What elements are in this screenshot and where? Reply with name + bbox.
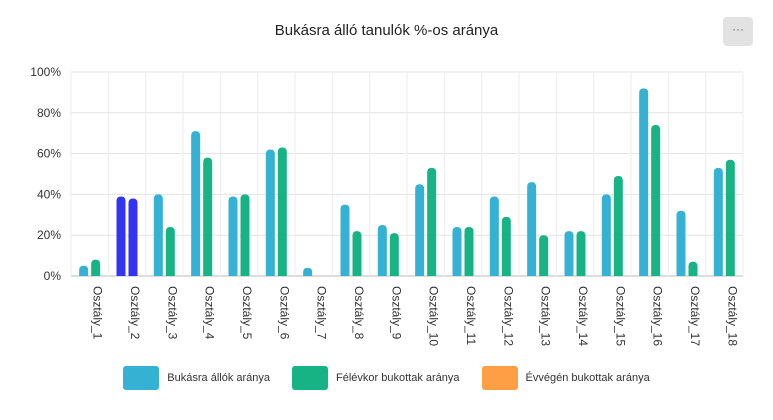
- bar: [651, 125, 661, 276]
- bar: [240, 194, 250, 276]
- bar: [116, 196, 126, 276]
- x-tick-label: Osztály_2: [128, 286, 142, 340]
- bar: [228, 196, 238, 276]
- bar: [452, 227, 462, 276]
- x-tick-label: Osztály_17: [688, 286, 702, 346]
- x-tick-label: Osztály_16: [651, 286, 665, 346]
- bar: [165, 227, 175, 276]
- bar: [539, 235, 549, 276]
- legend-item[interactable]: Bukásra állók aránya: [123, 366, 270, 390]
- bar: [564, 231, 574, 276]
- bar: [203, 157, 213, 276]
- y-tick-label: 80%: [37, 106, 61, 120]
- bar: [377, 225, 387, 276]
- bar: [601, 194, 611, 276]
- x-tick-label: Osztály_12: [501, 286, 515, 346]
- bar: [527, 182, 537, 276]
- x-tick-label: Osztály_8: [352, 286, 366, 340]
- x-tick-label: Osztály_15: [613, 286, 627, 346]
- x-tick-label: Osztály_4: [203, 286, 217, 340]
- y-tick-label: 0%: [44, 269, 62, 283]
- bar: [191, 131, 201, 276]
- legend-swatch: [123, 366, 160, 390]
- x-tick-label: Osztály_14: [576, 286, 590, 346]
- x-tick-label: Osztály_13: [539, 286, 553, 346]
- bar: [128, 198, 138, 276]
- bar: [427, 167, 437, 276]
- bar: [352, 231, 362, 276]
- x-tick-label: Osztály_6: [277, 286, 291, 340]
- bar: [639, 88, 649, 276]
- bar: [340, 204, 350, 276]
- y-tick-label: 100%: [30, 65, 61, 79]
- x-tick-label: Osztály_9: [389, 286, 403, 340]
- y-tick-label: 20%: [37, 228, 61, 242]
- bar: [501, 216, 511, 276]
- bar: [153, 194, 163, 276]
- legend: Bukásra állók aránya Félévkor bukottak ar…: [0, 366, 773, 390]
- bar: [415, 184, 425, 276]
- bar: [464, 227, 474, 276]
- bar: [265, 149, 275, 276]
- bar: [79, 265, 89, 276]
- bar: [688, 261, 698, 276]
- bar-chart: 0% 20% 40% 60% 80% 100% Osztály_1 Osztály_2 Oszt…: [30, 65, 744, 346]
- legend-item[interactable]: Félévkor bukottak aránya: [292, 366, 460, 390]
- y-tick-label: 40%: [37, 187, 61, 201]
- legend-item[interactable]: Évvégén bukottak aránya: [481, 366, 650, 390]
- bar: [613, 176, 623, 276]
- bar: [303, 267, 313, 276]
- legend-label: Félévkor bukottak aránya: [336, 372, 460, 384]
- bar: [389, 233, 399, 276]
- chart-menu-button[interactable]: ···: [723, 17, 753, 46]
- bar: [576, 231, 586, 276]
- bar: [713, 167, 723, 276]
- x-tick-label: Osztály_18: [725, 286, 739, 346]
- bar: [725, 159, 735, 276]
- legend-swatch: [481, 366, 518, 390]
- legend-label: Évvégén bukottak aránya: [525, 372, 650, 384]
- chart-title: Bukásra álló tanulók %-os aránya: [274, 22, 499, 39]
- x-tick-label: Osztály_10: [427, 286, 441, 346]
- bar: [489, 196, 499, 276]
- x-tick-label: Osztály_7: [315, 286, 329, 340]
- legend-swatch: [292, 366, 329, 390]
- x-tick-label: Osztály_3: [165, 286, 179, 340]
- legend-label: Bukásra állók aránya: [167, 372, 271, 384]
- bar: [91, 259, 101, 276]
- y-tick-label: 60%: [37, 147, 61, 161]
- bar: [277, 147, 287, 276]
- x-tick-label: Osztály_5: [240, 286, 254, 340]
- x-tick-label: Osztály_11: [464, 286, 478, 345]
- bar: [676, 210, 686, 276]
- x-tick-label: Osztály_1: [91, 286, 105, 340]
